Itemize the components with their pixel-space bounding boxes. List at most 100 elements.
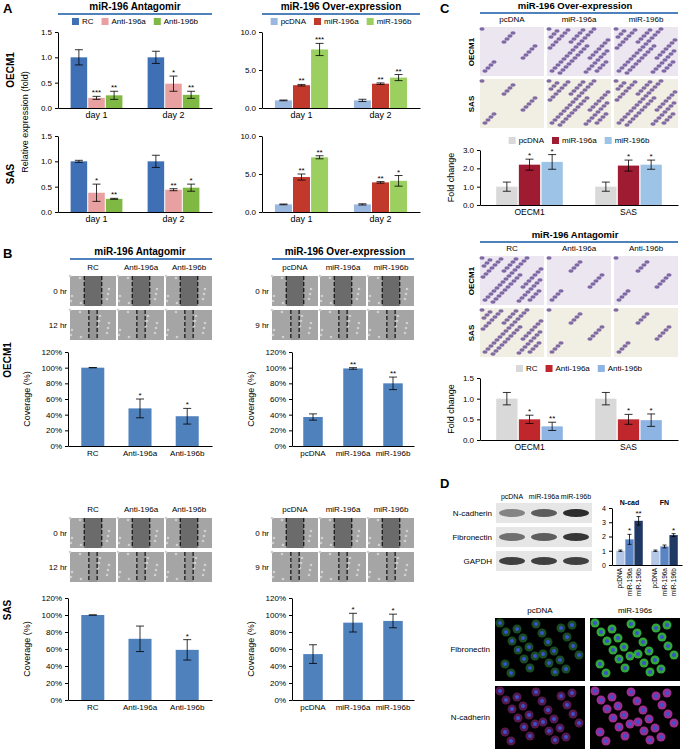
cell xyxy=(558,341,563,345)
texture xyxy=(70,542,73,545)
cell xyxy=(625,341,630,345)
cell xyxy=(510,31,515,35)
texture xyxy=(356,574,359,577)
cell xyxy=(518,314,523,318)
tick-label: day 1 xyxy=(85,214,107,224)
significance: ** xyxy=(350,360,356,369)
cell xyxy=(479,27,484,31)
cell xyxy=(529,276,534,280)
tick-mark xyxy=(289,632,292,633)
tick: 1.0 xyxy=(463,395,480,404)
cell xyxy=(665,55,670,59)
cell xyxy=(511,331,516,335)
cell xyxy=(568,321,573,325)
nucleus xyxy=(515,627,519,631)
cell xyxy=(502,696,511,705)
tick: 0% xyxy=(50,442,68,451)
cell xyxy=(571,318,576,322)
texture xyxy=(118,542,121,545)
nucleus xyxy=(552,649,556,653)
wound-gap xyxy=(132,518,149,548)
legend-item: miR-196a xyxy=(314,17,359,26)
image-bg xyxy=(480,79,544,128)
wound-edge xyxy=(136,552,137,582)
texture xyxy=(79,553,82,556)
texture xyxy=(310,288,313,291)
tick: 120% xyxy=(266,348,292,357)
tick-label: 60% xyxy=(46,395,62,404)
wound-edge xyxy=(351,276,352,306)
cell xyxy=(633,629,642,638)
cell xyxy=(577,31,582,35)
cell xyxy=(504,37,509,41)
cell xyxy=(493,349,498,353)
error-bar xyxy=(663,545,667,548)
tick-label: 60% xyxy=(270,645,286,654)
cell xyxy=(646,668,655,677)
cell xyxy=(670,719,679,728)
texture xyxy=(204,530,207,533)
cell xyxy=(602,93,607,97)
cell xyxy=(665,107,670,111)
texture xyxy=(320,542,323,545)
texture xyxy=(308,574,311,577)
cell xyxy=(644,260,649,264)
image-bg xyxy=(70,552,116,582)
cell xyxy=(609,646,618,655)
texture xyxy=(108,564,111,567)
wound-image xyxy=(165,309,212,341)
tick-label: 3 xyxy=(602,519,606,526)
wound-gap xyxy=(291,310,299,340)
cell xyxy=(532,688,541,697)
error-bar xyxy=(503,182,511,191)
cell xyxy=(525,711,534,720)
significance: ** xyxy=(549,414,555,423)
error-bar xyxy=(625,160,633,171)
cell xyxy=(505,337,510,341)
wound-image xyxy=(319,551,366,583)
cell xyxy=(562,733,571,742)
cell xyxy=(619,118,624,122)
cell xyxy=(568,621,577,630)
tick: RC xyxy=(87,703,99,712)
texture xyxy=(273,537,276,540)
y-axis: 01234 xyxy=(602,505,612,569)
cell xyxy=(618,84,623,88)
tick: day 2 xyxy=(162,110,184,120)
header: miR-196 Over-expression xyxy=(281,1,402,12)
wound-edge xyxy=(351,518,352,548)
texture xyxy=(310,564,313,567)
cell xyxy=(638,37,643,41)
cell xyxy=(479,308,484,312)
nucleus xyxy=(559,626,563,630)
annotations: * xyxy=(186,632,189,641)
cell xyxy=(571,37,576,41)
cell xyxy=(507,86,512,90)
tick: miR-196b xyxy=(376,703,411,712)
cell xyxy=(569,59,574,63)
cell xyxy=(584,44,589,48)
texture xyxy=(406,564,409,567)
nucleus xyxy=(623,734,627,738)
panel-letter: A xyxy=(3,1,13,16)
cell xyxy=(520,285,525,289)
cell xyxy=(531,720,540,729)
tick-mark xyxy=(289,415,292,416)
cell xyxy=(652,85,657,89)
image-bg xyxy=(368,518,414,548)
cell xyxy=(602,669,611,678)
texture xyxy=(175,553,178,556)
tick-mark xyxy=(289,683,292,684)
cell xyxy=(484,313,489,317)
cell xyxy=(593,331,598,335)
tick-label: day 1 xyxy=(85,110,107,120)
time-label: 12 hr xyxy=(49,563,68,572)
legend-swatch xyxy=(314,18,321,25)
cell xyxy=(623,37,628,41)
nucleus xyxy=(570,623,574,627)
cell xyxy=(494,338,499,342)
nucleus xyxy=(553,670,557,674)
cell xyxy=(577,83,582,87)
wound-gap xyxy=(286,276,303,306)
cell xyxy=(593,102,598,106)
